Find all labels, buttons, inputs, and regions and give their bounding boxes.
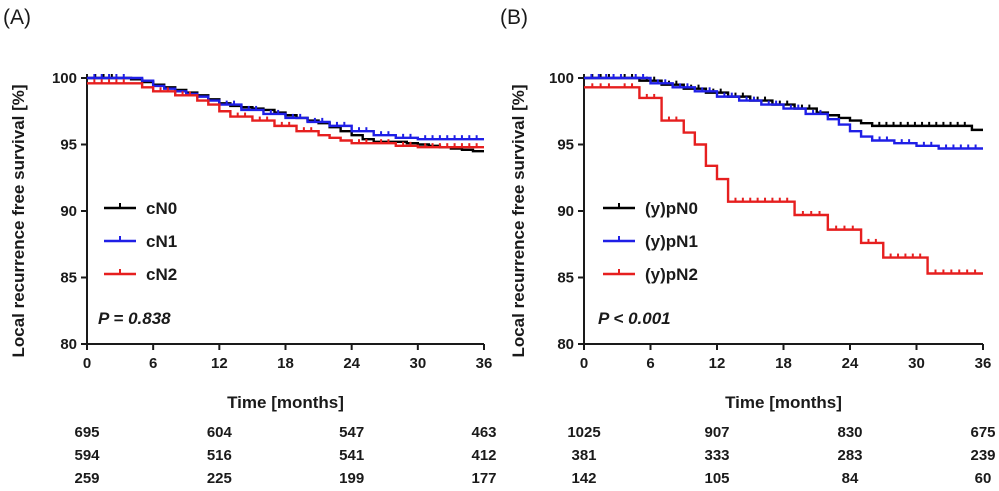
risk-table-cell: 84 [842,470,859,487]
panel-label: (B) [500,6,528,29]
y-tick-label: 100 [52,70,77,87]
risk-table-cell: 239 [970,447,995,464]
legend-label-3: cN2 [146,265,177,284]
x-tick-label: 30 [908,355,925,372]
x-axis-title: Time [months] [725,393,842,412]
series-line-2 [87,76,484,141]
x-axis-title: Time [months] [227,393,344,412]
legend-label-2: cN1 [146,232,177,251]
y-tick-label: 95 [557,137,574,154]
y-axis-title: Local recurrence free survival [%] [509,84,528,357]
risk-table-cell: 695 [74,424,99,441]
risk-table-cell: 463 [471,424,496,441]
risk-table-cell: 60 [975,470,992,487]
x-tick-label: 12 [211,355,228,372]
risk-table-cell: 547 [339,424,364,441]
x-tick-label: 18 [775,355,792,372]
series-line-3 [87,82,484,149]
x-tick-label: 0 [580,355,588,372]
y-tick-label: 85 [60,270,77,287]
series-line-2 [584,76,983,150]
y-tick-label: 100 [549,70,574,87]
x-tick-label: 0 [83,355,91,372]
y-axis-title: Local recurrence free survival [%] [9,84,28,357]
risk-table-cell: 412 [471,447,496,464]
risk-table-cell: 105 [704,470,729,487]
risk-table-cell: 830 [837,424,862,441]
legend-label-3: (y)pN2 [645,265,698,284]
risk-table-cell: 283 [837,447,862,464]
risk-table-cell: 381 [571,447,596,464]
legend-label-2: (y)pN1 [645,232,698,251]
y-tick-label: 90 [557,203,574,220]
risk-table-cell: 907 [704,424,729,441]
x-tick-label: 24 [343,355,360,372]
risk-table-cell: 333 [704,447,729,464]
p-value: P < 0.001 [598,309,671,328]
panel-a: (A) 80 85 90 95 100 0 6 12 18 24 30 36 Time [months] L… [3,6,497,487]
panel-label: (A) [3,6,31,29]
risk-table-cell: 541 [339,447,364,464]
risk-table-cell: 604 [207,424,233,441]
x-tick-label: 6 [646,355,654,372]
risk-table-cell: 142 [571,470,596,487]
risk-table-cell: 594 [74,447,100,464]
risk-table-cell: 516 [207,447,232,464]
p-value: P = 0.838 [98,309,171,328]
y-tick-label: 90 [60,203,77,220]
x-tick-label: 30 [409,355,426,372]
risk-table-cell: 1025 [567,424,600,441]
x-tick-label: 6 [149,355,157,372]
x-tick-label: 12 [709,355,726,372]
panel-b: (B) 80 85 90 95 100 0 6 12 18 24 30 36 Time [months] L… [500,6,996,487]
risk-table-cell: 259 [74,470,99,487]
x-tick-label: 18 [277,355,294,372]
risk-table-cell: 225 [207,470,232,487]
x-tick-label: 24 [842,355,859,372]
y-tick-label: 85 [557,270,574,287]
risk-table-cell: 675 [970,424,995,441]
risk-table-cell: 199 [339,470,364,487]
series-line-3 [584,86,983,275]
x-tick-label: 36 [975,355,992,372]
risk-table-cell: 177 [471,470,496,487]
legend-label-1: (y)pN0 [645,199,698,218]
x-tick-label: 36 [476,355,493,372]
y-tick-label: 95 [60,137,77,154]
y-tick-label: 80 [60,336,77,353]
legend-label-1: cN0 [146,199,177,218]
y-tick-label: 80 [557,336,574,353]
